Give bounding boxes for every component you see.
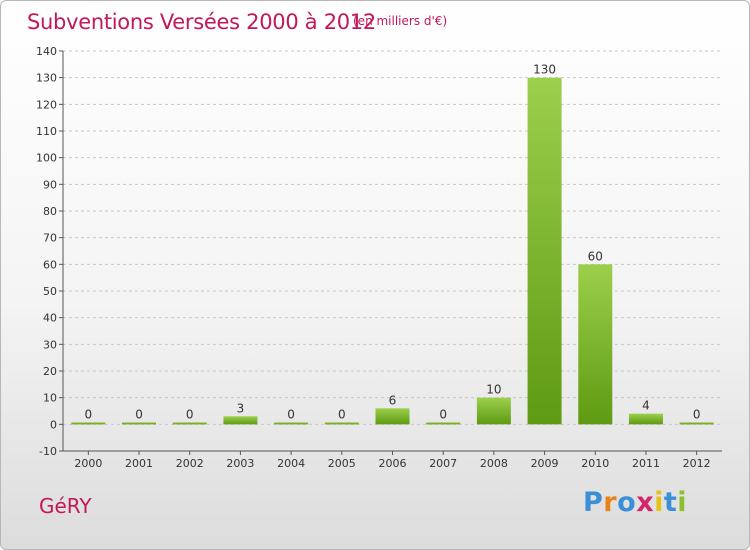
bar-2001	[122, 422, 157, 425]
x-tick-label-2001: 2001	[125, 457, 153, 470]
data-label-2000: 0	[85, 407, 93, 421]
bar-2006	[375, 408, 410, 425]
y-tick-label: 100	[36, 152, 57, 165]
y-tick-label: 40	[43, 312, 57, 325]
bar-2011	[628, 413, 663, 425]
bar-2003	[223, 416, 258, 425]
bar-2009	[527, 77, 562, 425]
x-tick-label-2012: 2012	[683, 457, 711, 470]
x-tick-label-2003: 2003	[226, 457, 254, 470]
data-label-2006: 6	[389, 393, 397, 407]
data-label-2009: 130	[533, 63, 556, 77]
chart-unit: (en milliers d'€)	[353, 14, 448, 28]
x-tick-label-2004: 2004	[277, 457, 305, 470]
data-label-2008: 10	[486, 383, 501, 397]
chart-title: Subventions Versées 2000 à 2012	[27, 10, 376, 34]
bar-2008	[476, 397, 511, 425]
logo-letter: r	[603, 487, 618, 518]
data-label-2012: 0	[693, 407, 701, 421]
y-tick-label: 110	[36, 125, 57, 138]
y-tick-label: 10	[43, 392, 57, 405]
logo-letter: o	[617, 487, 637, 518]
data-label-2001: 0	[135, 407, 143, 421]
data-label-2005: 0	[338, 407, 346, 421]
y-tick-label: 30	[43, 338, 57, 351]
bar-2004	[274, 422, 309, 425]
proxiti-logo: Proxiti	[583, 487, 687, 518]
logo-letter: t	[663, 487, 678, 518]
y-tick-label: 60	[43, 258, 57, 271]
data-label-2002: 0	[186, 407, 194, 421]
y-tick-label: 130	[36, 72, 57, 85]
x-tick-label-2007: 2007	[429, 457, 457, 470]
data-label-2004: 0	[287, 407, 295, 421]
bar-2010	[578, 264, 613, 425]
x-tick-label-2000: 2000	[74, 457, 102, 470]
commune-name: GéRY	[39, 494, 92, 518]
y-tick-label: 120	[36, 98, 57, 111]
y-tick-label: 140	[36, 45, 57, 58]
y-tick-label: 0	[50, 418, 57, 431]
bar-2012	[679, 422, 714, 425]
x-tick-label-2005: 2005	[328, 457, 356, 470]
y-tick-label: 80	[43, 205, 57, 218]
x-tick-label-2010: 2010	[581, 457, 609, 470]
x-tick-label-2009: 2009	[531, 457, 559, 470]
data-label-2007: 0	[439, 407, 447, 421]
data-label-2010: 60	[588, 249, 603, 263]
x-tick-label-2008: 2008	[480, 457, 508, 470]
bar-2007	[426, 422, 461, 425]
bar-2002	[172, 422, 207, 425]
y-tick-label: 20	[43, 365, 57, 378]
y-tick-label: 90	[43, 178, 57, 191]
data-label-2011: 4	[642, 399, 650, 413]
logo-letter: i	[677, 487, 688, 518]
y-tick-label: -10	[39, 445, 57, 458]
x-tick-label-2011: 2011	[632, 457, 660, 470]
data-label-2003: 3	[237, 401, 245, 415]
logo-letter: i	[654, 487, 664, 518]
bar-2005	[324, 422, 359, 425]
x-tick-label-2006: 2006	[379, 457, 407, 470]
logo-letter: P	[583, 487, 604, 518]
bar-2000	[71, 422, 106, 425]
y-tick-label: 50	[43, 285, 57, 298]
x-tick-label-2002: 2002	[176, 457, 204, 470]
logo-letter: x	[636, 487, 655, 518]
y-tick-label: 70	[43, 232, 57, 245]
